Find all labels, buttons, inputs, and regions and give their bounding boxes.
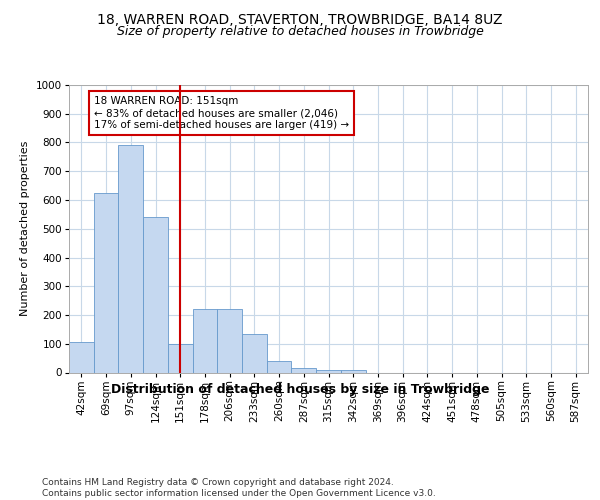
Bar: [143, 217, 168, 372]
Bar: [217, 309, 242, 372]
Bar: [316, 370, 341, 372]
Bar: [193, 309, 217, 372]
Bar: [292, 368, 316, 372]
Text: 18, WARREN ROAD, STAVERTON, TROWBRIDGE, BA14 8UZ: 18, WARREN ROAD, STAVERTON, TROWBRIDGE, …: [97, 12, 503, 26]
Y-axis label: Number of detached properties: Number of detached properties: [20, 141, 31, 316]
Bar: [341, 370, 365, 372]
Text: 18 WARREN ROAD: 151sqm
← 83% of detached houses are smaller (2,046)
17% of semi-: 18 WARREN ROAD: 151sqm ← 83% of detached…: [94, 96, 349, 130]
Bar: [118, 146, 143, 372]
Bar: [267, 361, 292, 372]
Text: Size of property relative to detached houses in Trowbridge: Size of property relative to detached ho…: [116, 25, 484, 38]
Bar: [69, 342, 94, 372]
Bar: [168, 344, 193, 372]
Bar: [242, 334, 267, 372]
Text: Distribution of detached houses by size in Trowbridge: Distribution of detached houses by size …: [111, 382, 489, 396]
Bar: [94, 193, 118, 372]
Text: Contains HM Land Registry data © Crown copyright and database right 2024.
Contai: Contains HM Land Registry data © Crown c…: [42, 478, 436, 498]
